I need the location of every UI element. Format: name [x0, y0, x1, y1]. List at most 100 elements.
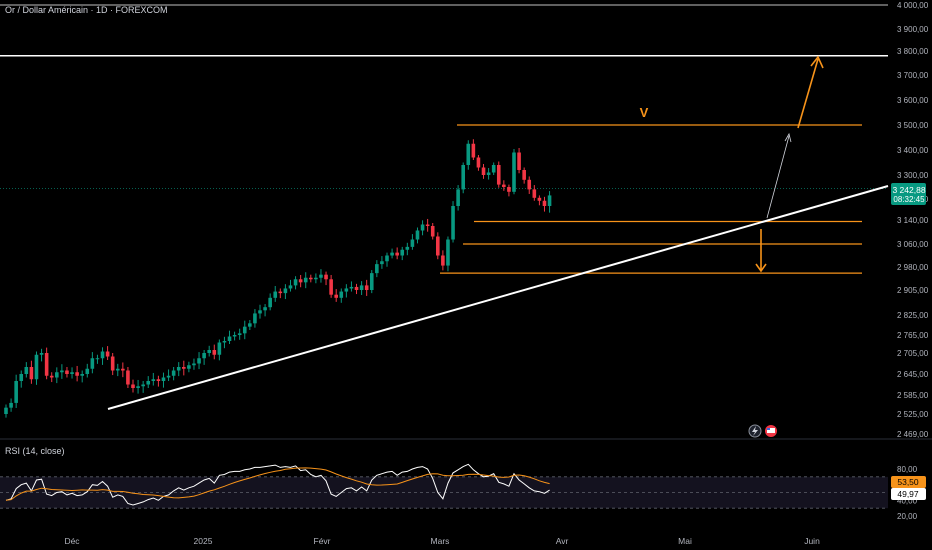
flag-icon[interactable] [765, 425, 777, 437]
candle-body [136, 386, 140, 388]
price-tick-label: 2 765,00 [897, 331, 929, 340]
price-tick-label: 3 060,00 [897, 240, 929, 249]
candle-body [507, 187, 511, 192]
candle-body [344, 288, 349, 292]
candle-body [268, 297, 272, 308]
candle-body [217, 342, 222, 355]
candle-body [171, 370, 176, 376]
candle-body [517, 152, 521, 170]
candle-body [141, 384, 145, 387]
candle-body [446, 239, 450, 266]
candle-body [248, 323, 252, 327]
candle-body [420, 224, 425, 231]
rsi-title: RSI (14, close) [5, 446, 65, 456]
candle-body [436, 236, 440, 256]
candle-body [385, 255, 389, 262]
candle-body [39, 353, 44, 355]
candle-body [415, 230, 420, 240]
rsi-ma-value: 53,50 [897, 477, 919, 487]
price-tick-label: 2 525,00 [897, 410, 929, 419]
candle-body [4, 407, 8, 414]
candle-body [375, 264, 379, 274]
candle-body [222, 341, 227, 343]
price-tick-label: 3 500,00 [897, 121, 929, 130]
candle-body [369, 273, 374, 290]
candle-body [85, 368, 90, 374]
candle-body [380, 261, 384, 265]
price-tick-label: 3 600,00 [897, 96, 929, 105]
price-tick-label: 2 645,00 [897, 370, 929, 379]
candle-body [121, 368, 125, 371]
candle-body [273, 291, 278, 298]
candle-body [161, 377, 166, 381]
candle-body [502, 184, 506, 187]
candle-body [400, 249, 405, 256]
candle-body [405, 246, 410, 250]
candle-body [166, 375, 171, 378]
rsi-ma-badge [891, 476, 926, 488]
candle-body [476, 157, 481, 168]
price-tick-label: 2 705,00 [897, 349, 929, 358]
candle-body [34, 354, 39, 380]
last-price-badge [891, 183, 926, 205]
candle-body [491, 165, 496, 173]
candle-body [253, 313, 257, 324]
candle-body [471, 143, 476, 158]
candle-body [319, 274, 323, 278]
candle-body [537, 197, 542, 201]
rsi-tick-label: 20,00 [897, 512, 918, 521]
candle-body [187, 365, 191, 369]
candle-body [70, 372, 74, 374]
lightning-icon[interactable] [748, 424, 762, 438]
price-tick-label: 3 700,00 [897, 71, 929, 80]
candle-body [146, 381, 151, 385]
candle-body [334, 294, 338, 298]
candle-body [329, 279, 333, 295]
target-arrow-up-head [810, 55, 824, 69]
candle-body [197, 358, 201, 364]
price-tick-label: 3 300,00 [897, 171, 929, 180]
peak-marker: V [640, 105, 649, 120]
candle-body [9, 402, 13, 408]
grid [0, 188, 932, 440]
candle-body [425, 224, 430, 226]
candle-body [298, 279, 303, 283]
candle-body [151, 379, 156, 381]
price-tick-label: 2 825,00 [897, 311, 929, 320]
chart-title: Or / Dollar Américain · 1D · FOREXCOM [5, 5, 168, 15]
candle-body [95, 358, 100, 360]
candle-body [100, 351, 105, 359]
time-tick-label: 2025 [194, 536, 213, 546]
rsi-tick-label: 40,00 [897, 496, 918, 505]
last-price-label: 3 242,88 [892, 185, 925, 195]
trendline [107, 185, 889, 410]
target-arrow-down-head [755, 263, 767, 273]
candle-body [237, 333, 242, 335]
time-tick-label: Juin [804, 536, 820, 546]
candle-body [430, 226, 435, 237]
price-tick-label: 2 905,00 [897, 286, 929, 295]
candle-body [232, 335, 237, 337]
candle-body [29, 367, 34, 380]
path-arrow [766, 135, 790, 219]
candle-body [90, 358, 95, 369]
candle-body [283, 288, 288, 294]
candle-body [349, 286, 354, 289]
rsi-value-badge [891, 488, 926, 500]
candle-body [278, 291, 283, 294]
target-arrow-up [797, 58, 819, 129]
candle-body [410, 239, 415, 247]
candle-body [288, 285, 293, 289]
candle-body [456, 189, 460, 206]
candle-body [19, 374, 24, 381]
candle-body [65, 370, 69, 374]
candle-body [227, 336, 232, 341]
candle-body [364, 285, 369, 290]
path-arrow-head [784, 132, 792, 143]
candle-body [24, 367, 29, 374]
candle-body [512, 152, 516, 192]
candle-body [303, 277, 308, 283]
candle-body [542, 200, 547, 206]
time-axis: Déc 2025 Févr Mars Avr Mai Juin [64, 536, 820, 546]
